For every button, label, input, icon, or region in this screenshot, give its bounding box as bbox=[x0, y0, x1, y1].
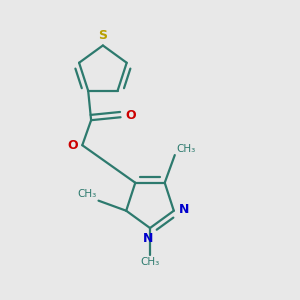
Text: CH₃: CH₃ bbox=[176, 144, 196, 154]
Text: CH₃: CH₃ bbox=[78, 189, 97, 199]
Text: N: N bbox=[179, 203, 190, 216]
Text: S: S bbox=[98, 29, 107, 42]
Text: N: N bbox=[143, 232, 154, 245]
Text: O: O bbox=[67, 139, 78, 152]
Text: CH₃: CH₃ bbox=[140, 257, 160, 267]
Text: O: O bbox=[125, 109, 136, 122]
